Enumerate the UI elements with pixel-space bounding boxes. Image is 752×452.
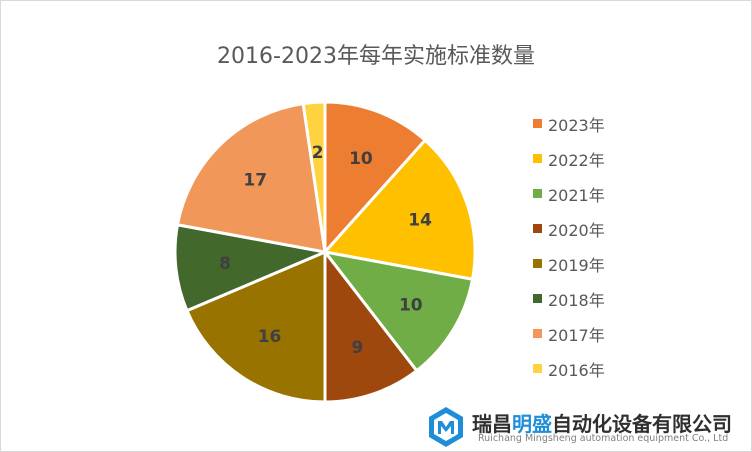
- pie-slice-2019年: [184, 249, 327, 404]
- company-name: 瑞昌明盛自动化设备有限公司: [472, 412, 732, 436]
- legend-label: 2020年: [548, 220, 605, 240]
- data-label-2018年: 8: [219, 254, 231, 274]
- legend-item-2018年: 2018年: [533, 281, 653, 316]
- data-label-2021年: 10: [399, 295, 423, 315]
- legend-item-2022年: 2022年: [533, 141, 653, 176]
- legend-label: 2018年: [548, 290, 605, 310]
- legend-swatch: [533, 189, 542, 198]
- legend-swatch: [533, 224, 542, 233]
- pie-slice-2021年: [321, 249, 475, 373]
- pie-slice-2016年: [301, 100, 327, 253]
- data-label-2020年: 9: [352, 338, 364, 358]
- data-label-2022年: 14: [408, 211, 432, 231]
- company-logo-watermark: 瑞昌明盛自动化设备有限公司 Ruichang Mingsheng automat…: [420, 402, 750, 450]
- legend-item-2019年: 2019年: [533, 246, 653, 281]
- data-label-2016年: 2: [312, 143, 324, 163]
- legend-label: 2021年: [548, 185, 605, 205]
- pie-slice-2023年: [323, 100, 428, 256]
- legend-swatch: [533, 259, 542, 268]
- legend-item-2020年: 2020年: [533, 211, 653, 246]
- legend: 2023年 2022年 2021年 2020年 2019年 2018年 2017年 2016年: [533, 106, 653, 386]
- legend-item-2021年: 2021年: [533, 176, 653, 211]
- hexagon-logo-icon: [429, 407, 463, 447]
- legend-item-2016年: 2016年: [533, 351, 653, 386]
- legend-item-2023年: 2023年: [533, 106, 653, 141]
- legend-swatch: [533, 154, 542, 163]
- data-label-2023年: 10: [349, 149, 373, 169]
- legend-label: 2016年: [548, 360, 605, 380]
- legend-label: 2019年: [548, 255, 605, 275]
- pie-slice-2022年: [322, 138, 477, 281]
- legend-item-2017年: 2017年: [533, 316, 653, 351]
- company-english-name: Ruichang Mingsheng automation equipment …: [478, 433, 729, 444]
- legend-swatch: [533, 364, 542, 373]
- legend-label: 2022年: [548, 150, 605, 170]
- legend-swatch: [533, 119, 542, 128]
- legend-swatch: [533, 329, 542, 338]
- data-label-2019年: 16: [258, 327, 282, 347]
- legend-label: 2017年: [548, 325, 605, 345]
- pie-slice-2017年: [175, 101, 327, 254]
- legend-label: 2023年: [548, 115, 605, 135]
- data-label-2017年: 17: [243, 171, 267, 191]
- pie-slice-2020年: [323, 247, 419, 404]
- chart-title: 2016-2023年每年实施标准数量: [217, 44, 535, 69]
- legend-swatch: [533, 294, 542, 303]
